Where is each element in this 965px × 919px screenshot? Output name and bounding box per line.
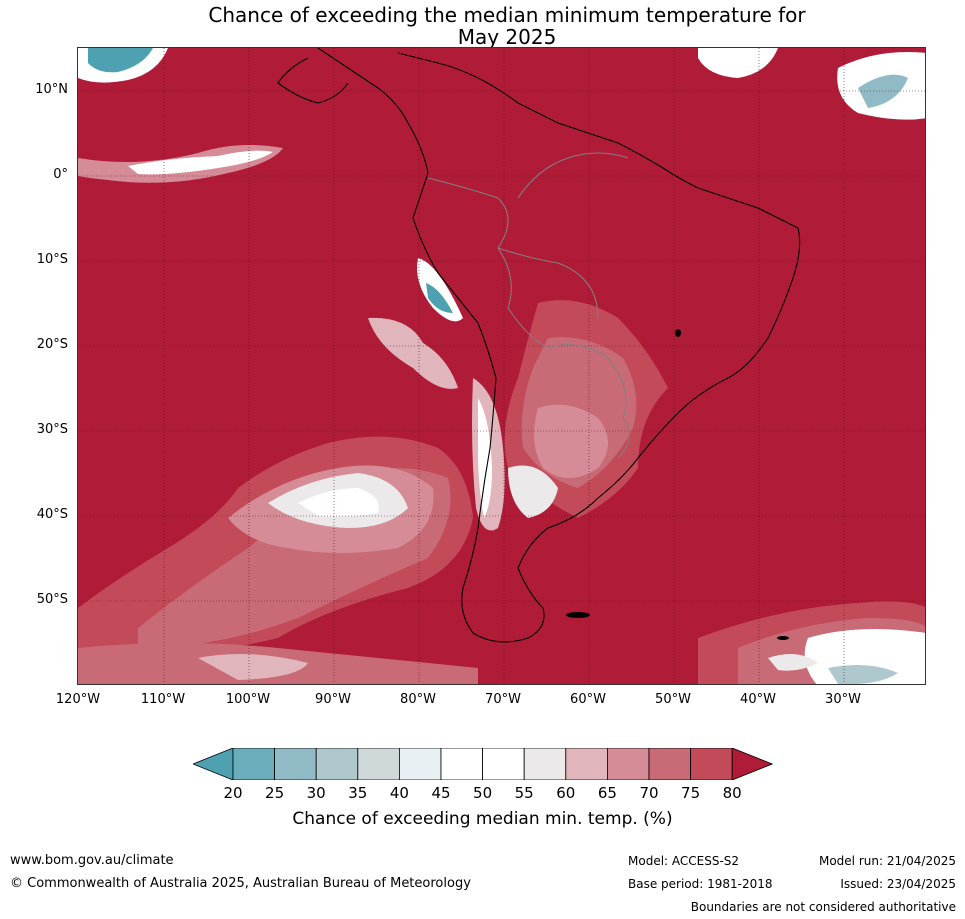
colorbar-cell <box>440 748 483 780</box>
colorbar-cell <box>565 748 608 780</box>
map-title: Chance of exceeding the median minimum t… <box>0 4 965 48</box>
lon-tick-80w: 80°W <box>400 692 436 707</box>
footer-issued: Issued: 23/04/2025 <box>840 877 956 891</box>
neutral-patch-peru <box>417 258 463 322</box>
lon-tick-60w: 60°W <box>570 692 606 707</box>
country-borders <box>427 152 630 459</box>
colorbar-cell <box>606 748 650 780</box>
colorbar-tick-label: 65 <box>597 784 617 802</box>
title-line-1: Chance of exceeding the median minimum t… <box>208 3 806 27</box>
low-prob-patch-east <box>858 74 908 108</box>
colorbar-cell <box>232 748 275 780</box>
footer-copyright: © Commonwealth of Australia 2025, Austra… <box>10 876 471 891</box>
footer-website[interactable]: www.bom.gov.au/climate <box>10 853 174 868</box>
low-prob-patch-peru <box>426 283 453 313</box>
lon-tick-110w: 110°W <box>140 692 186 707</box>
colorbar-cell <box>398 748 442 780</box>
lon-tick-120w: 120°W <box>55 692 101 707</box>
white-region-andes <box>478 398 492 518</box>
colorbar-tick-label: 30 <box>306 784 326 802</box>
neutral-patch-northeast <box>698 48 778 78</box>
colorbar-tick-label: 25 <box>265 784 285 802</box>
colorbar-tick-label: 60 <box>556 784 576 802</box>
colorbar-extend-high <box>731 748 773 780</box>
colorbar-cell <box>523 748 567 780</box>
colorbar-tick-label: 40 <box>389 784 409 802</box>
lon-tick-70w: 70°W <box>485 692 521 707</box>
footer-model: Model: ACCESS-S2 <box>628 854 740 868</box>
colorbar-cell <box>648 748 691 780</box>
lat-tick-0: 0° <box>53 167 68 182</box>
colorbar-tick-label: 70 <box>639 784 659 802</box>
lat-tick-10s: 10°S <box>36 252 68 267</box>
colorbar-cell <box>690 748 733 780</box>
low-prob-patch-south-atlantic <box>828 665 898 684</box>
colorbar-tick-label: 75 <box>681 784 701 802</box>
lon-tick-30w: 30°W <box>825 692 861 707</box>
colorbar-tick-label: 20 <box>223 784 243 802</box>
neutral-patch-southpacific <box>368 317 458 389</box>
map-canvas <box>78 48 925 684</box>
white-region-south-pacific <box>298 488 379 517</box>
colorbar-tick-label: 55 <box>514 784 534 802</box>
colorbar-title: Chance of exceeding median min. temp. (%… <box>292 809 673 829</box>
islands <box>566 329 789 640</box>
lon-tick-40w: 40°W <box>740 692 776 707</box>
probability-map <box>77 47 926 685</box>
lon-tick-100w: 100°W <box>225 692 271 707</box>
coastline <box>277 48 801 643</box>
colorbar-tick-label: 80 <box>722 784 742 802</box>
low-prob-core-northwest <box>88 48 153 73</box>
title-line-2: May 2025 <box>457 25 557 49</box>
lat-tick-30s: 30°S <box>36 422 68 437</box>
lat-tick-50s: 50°S <box>36 592 68 607</box>
colorbar-tick-label: 45 <box>431 784 451 802</box>
lat-tick-10n: 10°N <box>35 82 68 97</box>
p65-region-south-america <box>534 404 608 478</box>
colorbar-cell <box>357 748 400 780</box>
lat-tick-40s: 40°S <box>36 507 68 522</box>
colorbar-tick-label: 35 <box>348 784 368 802</box>
colorbar <box>193 748 773 780</box>
neutral-patch-south-atlantic <box>768 654 818 671</box>
probability-shading <box>78 48 925 684</box>
colorbar-cell <box>274 748 317 780</box>
footer-model-run: Model run: 21/04/2025 <box>818 854 956 868</box>
colorbar-cell <box>482 748 525 780</box>
lon-tick-50w: 50°W <box>655 692 691 707</box>
lon-tick-90w: 90°W <box>315 692 351 707</box>
lat-tick-20s: 20°S <box>36 337 68 352</box>
colorbar-cell <box>315 748 359 780</box>
colorbar-tick-label: 50 <box>473 784 493 802</box>
neutral-region-argentina <box>508 465 558 518</box>
graticule <box>78 48 925 684</box>
neutral-region-southwest-bottom <box>198 654 308 680</box>
colorbar-extend-low <box>193 748 234 780</box>
footer-base-period: Base period: 1981-2018 <box>628 877 773 891</box>
footer-boundaries-note: Boundaries are not considered authoritat… <box>690 900 956 914</box>
